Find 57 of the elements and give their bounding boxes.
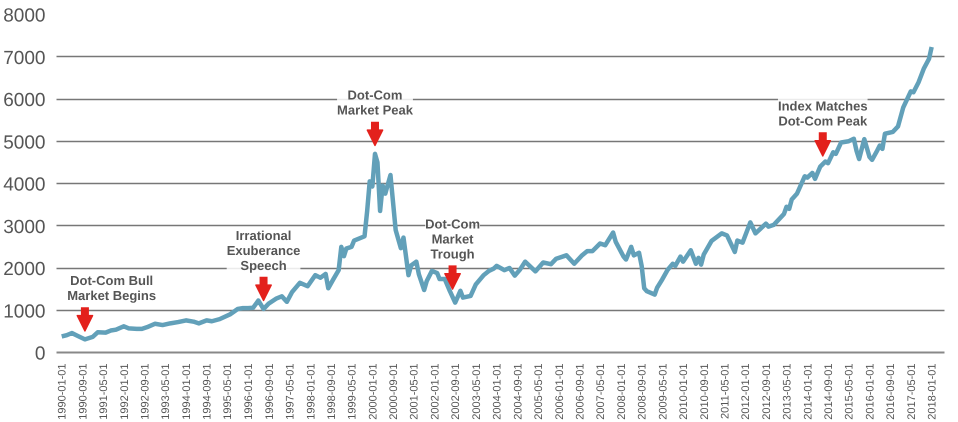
x-tick-label: 1999-05-01: [346, 363, 359, 420]
x-tick-label: 2014-01-01: [802, 363, 814, 420]
annotation: Index Matches Dot-Com Peak: [778, 98, 868, 128]
x-tick-label: 2000-09-01: [388, 363, 400, 420]
x-tick-label: 2010-01-01: [678, 363, 690, 420]
y-tick-label: 1000: [3, 301, 46, 322]
x-tick-label: 2004-09-01: [512, 363, 524, 420]
x-tick-label: 2009-05-01: [657, 363, 670, 420]
annotation: Irrational Exuberance Speech: [226, 228, 300, 273]
y-tick-label: 2000: [3, 259, 46, 280]
x-tick-label: 2016-09-01: [885, 363, 898, 420]
x-tick-label: 2014-09-01: [823, 363, 836, 420]
x-tick-label: 2004-01-01: [492, 363, 504, 420]
x-tick-label: 1994-09-01: [202, 363, 214, 420]
x-tick-label: 1998-01-01: [305, 363, 318, 420]
x-tick-label: 1997-05-01: [284, 363, 296, 420]
x-tick-label: 1993-05-01: [160, 363, 172, 420]
x-tick-label: 1991-05-01: [98, 363, 110, 420]
y-tick-label: 6000: [3, 90, 46, 111]
x-tick-label: 1994-01-01: [180, 363, 193, 420]
y-tick-label: 3000: [3, 216, 46, 238]
y-tick-label: 4000: [3, 174, 46, 196]
x-tick-label: 2012-09-01: [760, 363, 773, 420]
x-tick-label: 1996-01-01: [243, 363, 256, 420]
x-tick-label: 2010-09-01: [698, 363, 711, 420]
x-tick-label: 1998-09-01: [326, 363, 338, 420]
x-tick-label: 2018-01-01: [926, 363, 939, 420]
x-tick-label: 2005-05-01: [532, 363, 545, 420]
x-tick-label: 2012-01-01: [740, 363, 752, 420]
x-tick-label: 2017-05-01: [906, 363, 918, 420]
annotation: Dot-Com Bull Market Begins: [67, 273, 156, 304]
x-tick-label: 2016-01-01: [864, 363, 876, 420]
x-tick-label: 1990-09-01: [77, 363, 90, 420]
x-tick-label: 1995-05-01: [222, 363, 234, 420]
x-tick-label: 2015-05-01: [844, 363, 856, 420]
x-tick-label: 1992-01-01: [118, 363, 131, 420]
annotation: Dot-Com Market Peak: [337, 88, 414, 118]
x-tick-label: 2002-09-01: [450, 363, 462, 420]
y-tick-label: 7000: [3, 48, 46, 69]
x-tick-label: 2003-05-01: [470, 363, 483, 420]
x-tick-label: 2006-01-01: [554, 363, 566, 420]
y-tick-label: 0: [34, 344, 46, 364]
x-tick-label: 2013-05-01: [782, 363, 794, 420]
x-tick-label: 2008-01-01: [616, 363, 628, 420]
annotation: Dot-Com Market Trough: [425, 216, 480, 262]
x-tick-label: 2006-09-01: [574, 363, 586, 420]
x-tick-label: 1992-09-01: [140, 363, 152, 420]
y-tick-label: 5000: [3, 132, 46, 154]
x-tick-label: 2011-05-01: [719, 364, 732, 419]
x-tick-label: 1996-09-01: [264, 363, 276, 420]
x-tick-label: 2000-01-01: [367, 363, 380, 420]
y-tick-label: 8000: [3, 6, 46, 26]
x-tick-label: 1990-01-01: [56, 363, 69, 420]
x-tick-label: 2007-05-01: [595, 363, 608, 420]
x-tick-label: 2002-01-01: [430, 363, 442, 420]
x-tick-label: 2001-05-01: [408, 363, 421, 420]
x-tick-label: 2008-09-01: [636, 363, 649, 420]
